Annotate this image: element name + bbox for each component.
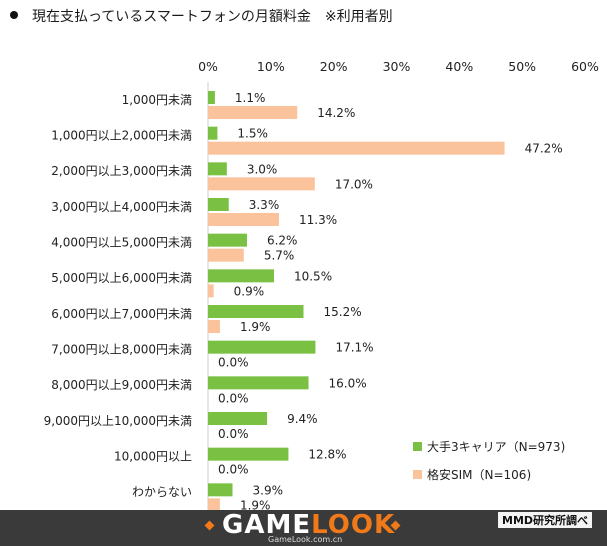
bar-mvno: [208, 106, 298, 119]
bar-mvno: [208, 498, 220, 512]
data-label: 1.9%: [240, 320, 271, 334]
data-label: 47.2%: [525, 142, 563, 156]
bar-carrier: [208, 376, 309, 390]
category-label: 5,000円以上6,000円未満: [51, 271, 192, 285]
data-label: 14.2%: [317, 106, 355, 120]
bar-carrier: [208, 483, 233, 497]
data-label: 17.1%: [335, 341, 373, 355]
bar-carrier: [208, 340, 316, 354]
footer-banner: GAMELOOK GameLook.com.cn MMD研究所調べ: [0, 510, 607, 546]
data-label: 1.9%: [240, 498, 271, 512]
bar-carrier: [208, 233, 247, 247]
data-label: 11.3%: [299, 213, 337, 227]
legend-swatch-carrier: [413, 442, 422, 451]
diamond-icon: [204, 520, 215, 531]
bullet-icon: [10, 11, 18, 19]
data-label: 10.5%: [294, 269, 332, 283]
data-label: 16.0%: [329, 376, 367, 390]
chart-title: 現在支払っているスマートフォンの月額料金 ※利用者別: [10, 6, 393, 26]
data-label: 0.9%: [234, 284, 265, 298]
category-label: 3,000円以上4,000円未満: [51, 200, 192, 214]
bar-carrier: [208, 162, 227, 176]
data-label: 0.0%: [218, 427, 249, 441]
data-label: 1.5%: [237, 127, 267, 141]
data-label: 9.4%: [287, 412, 318, 426]
category-label: 6,000円以上7,000円未満: [51, 307, 192, 321]
data-label: 3.0%: [247, 162, 278, 176]
data-label: 6.2%: [267, 234, 298, 248]
data-label: 0.0%: [218, 391, 249, 405]
category-label: 9,000円以上10,000円未満: [44, 414, 192, 428]
bar-carrier: [208, 412, 268, 425]
bar-carrier: [208, 305, 304, 318]
bar-carrier: [208, 447, 289, 461]
bar-carrier: [208, 91, 215, 104]
x-tick-label: 30%: [383, 59, 411, 74]
bar-mvno: [208, 213, 280, 226]
x-tick-label: 50%: [508, 59, 536, 74]
bar-mvno: [208, 248, 244, 262]
category-label: わからない: [132, 485, 192, 499]
logo-part2: LOOK: [311, 510, 396, 540]
data-label: 0.0%: [218, 463, 249, 477]
data-label: 3.3%: [249, 198, 279, 212]
chart-title-text: 現在支払っているスマートフォンの月額料金 ※利用者別: [32, 9, 393, 25]
category-label: 2,000円以上3,000円未満: [51, 164, 192, 178]
category-label: 1,000円未満: [122, 93, 192, 107]
data-label: 15.2%: [324, 305, 362, 319]
bar-mvno: [208, 177, 315, 191]
data-label: 3.9%: [253, 483, 284, 497]
data-label: 12.8%: [308, 448, 346, 462]
category-label: 7,000円以上8,000円未満: [51, 343, 192, 357]
bar-mvno: [208, 284, 214, 298]
category-label: 4,000円以上5,000円未満: [51, 236, 192, 250]
source-credit: MMD研究所調べ: [498, 512, 593, 528]
data-label: 17.0%: [335, 177, 373, 191]
bar-carrier: [208, 269, 274, 283]
legend-swatch-mvno: [413, 470, 422, 479]
logo-url: GameLook.com.cn: [268, 535, 343, 544]
bar-mvno: [208, 141, 505, 155]
bar-mvno: [208, 320, 220, 333]
data-label: 5.7%: [264, 249, 295, 263]
legend-label: 大手3キャリア（N=973): [427, 440, 565, 454]
legend-label: 格安SIM（N=106): [427, 467, 531, 482]
x-tick-label: 20%: [320, 59, 348, 74]
category-label: 1,000円以上2,000円未満: [51, 129, 192, 143]
category-label: 8,000円以上9,000円未満: [51, 378, 192, 392]
data-label: 1.1%: [235, 91, 266, 105]
gamelook-logo: GAMELOOK: [222, 510, 395, 540]
logo-part1: GAME: [222, 510, 312, 540]
data-label: 0.0%: [218, 356, 249, 370]
category-label: 10,000円以上: [114, 450, 192, 464]
x-tick-label: 0%: [198, 59, 218, 74]
x-tick-label: 40%: [445, 59, 473, 74]
x-tick-label: 60%: [571, 59, 599, 74]
bar-carrier: [208, 198, 229, 211]
x-tick-label: 10%: [257, 59, 285, 74]
bar-carrier: [208, 126, 218, 140]
